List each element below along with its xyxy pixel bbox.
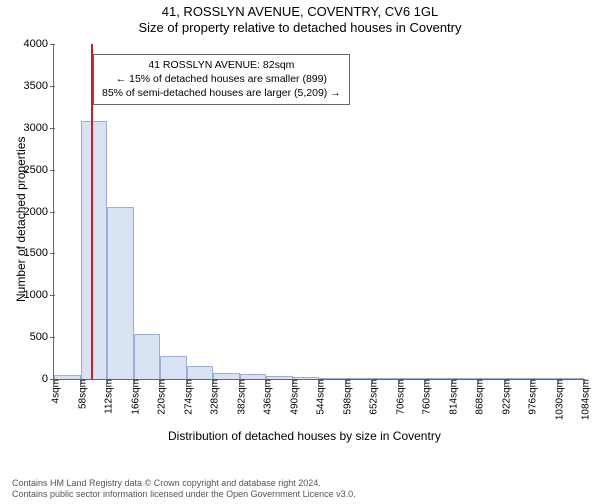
y-tick-label: 1500 (24, 247, 54, 259)
y-tick-label: 500 (30, 331, 54, 343)
x-axis-label: Distribution of detached houses by size … (168, 429, 441, 443)
x-tick-label: 328sqm (206, 379, 221, 415)
footer-attribution: Contains HM Land Registry data © Crown c… (12, 478, 356, 501)
histogram-bar (160, 356, 187, 379)
y-tick-label: 2500 (24, 164, 54, 176)
y-tick-label: 3500 (24, 80, 54, 92)
x-tick-label: 1030sqm (550, 379, 565, 420)
y-tick-label: 1000 (24, 289, 54, 301)
histogram-bar (187, 366, 214, 379)
y-tick-label: 3000 (24, 122, 54, 134)
x-tick-label: 544sqm (312, 379, 327, 415)
annotation-line-3: 85% of semi-detached houses are larger (… (102, 86, 341, 100)
page-title-main: 41, ROSSLYN AVENUE, COVENTRY, CV6 1GL (0, 4, 600, 19)
x-tick-label: 490sqm (285, 379, 300, 415)
x-tick-label: 436sqm (259, 379, 274, 415)
x-tick-label: 760sqm (418, 379, 433, 415)
y-axis-label: Number of detached properties (14, 136, 28, 301)
x-tick-label: 274sqm (179, 379, 194, 415)
annotation-line-2: ← 15% of detached houses are smaller (89… (102, 72, 341, 86)
histogram-bar (134, 334, 161, 379)
page-title-sub: Size of property relative to detached ho… (0, 20, 600, 35)
x-tick-label: 112sqm (100, 379, 115, 414)
x-tick-label: 382sqm (232, 379, 247, 415)
footer-line-2: Contains public sector information licen… (12, 489, 356, 500)
footer-line-1: Contains HM Land Registry data © Crown c… (12, 478, 356, 489)
y-tick-label: 2000 (24, 206, 54, 218)
x-tick-label: 868sqm (471, 379, 486, 415)
annotation-box: 41 ROSSLYN AVENUE: 82sqm ← 15% of detach… (93, 54, 350, 105)
x-tick-label: 1084sqm (577, 379, 592, 420)
x-tick-label: 58sqm (73, 379, 88, 409)
histogram-bar (107, 207, 134, 379)
x-tick-label: 166sqm (126, 379, 141, 415)
x-tick-label: 706sqm (391, 379, 406, 415)
x-tick-label: 220sqm (153, 379, 168, 415)
x-tick-label: 598sqm (338, 379, 353, 415)
histogram-bar (81, 121, 108, 379)
annotation-line-1: 41 ROSSLYN AVENUE: 82sqm (102, 58, 341, 72)
x-tick-label: 814sqm (444, 379, 459, 415)
x-tick-label: 922sqm (497, 379, 512, 415)
chart-container: 050010001500200025003000350040004sqm58sq… (0, 42, 600, 442)
x-tick-label: 652sqm (365, 379, 380, 415)
y-tick-label: 4000 (24, 38, 54, 50)
x-tick-label: 976sqm (524, 379, 539, 415)
